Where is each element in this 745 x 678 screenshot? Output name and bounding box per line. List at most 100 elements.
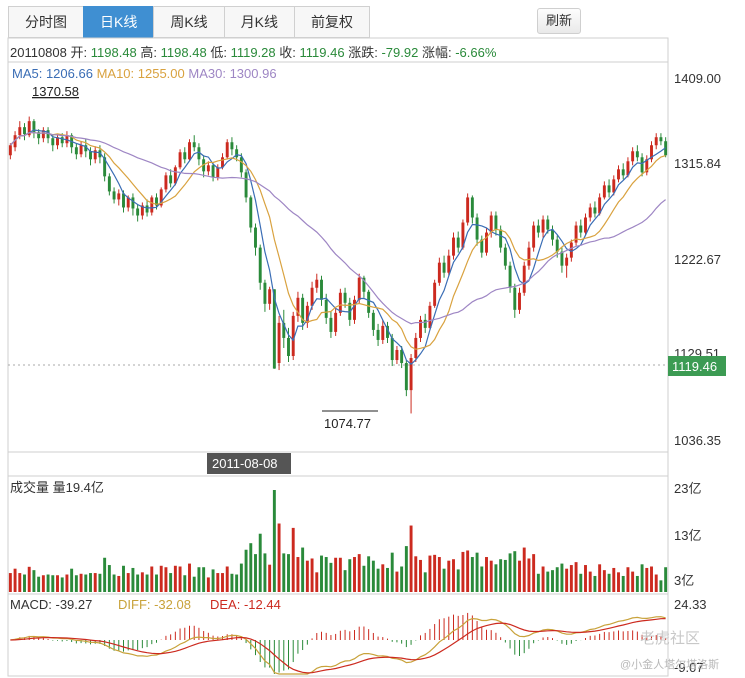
dea-line bbox=[10, 618, 666, 674]
candle-body bbox=[51, 138, 55, 146]
candle-body bbox=[197, 147, 201, 160]
volume-bar bbox=[409, 525, 413, 592]
volume-tick-label: 3亿 bbox=[674, 573, 694, 588]
volume-bar bbox=[103, 557, 107, 592]
candle-body bbox=[74, 147, 78, 155]
volume-bar bbox=[230, 573, 234, 592]
candle-body bbox=[305, 305, 309, 323]
candle-body bbox=[183, 152, 187, 160]
candle-body bbox=[18, 127, 22, 136]
volume-bar bbox=[13, 568, 17, 592]
candle-body bbox=[428, 305, 432, 328]
volume-bar bbox=[353, 557, 356, 592]
volume-bar bbox=[32, 570, 36, 592]
volume-bar bbox=[51, 575, 55, 592]
candle-body bbox=[518, 292, 521, 310]
volume-bar bbox=[89, 573, 92, 592]
candle-body bbox=[602, 185, 606, 198]
volume-bar bbox=[178, 566, 182, 592]
candle-body bbox=[216, 167, 220, 178]
candle-body bbox=[164, 175, 168, 190]
tab-daily-k[interactable]: 日K线 bbox=[83, 6, 154, 38]
volume-bar bbox=[654, 574, 658, 592]
tab-intraday[interactable]: 分时图 bbox=[8, 6, 83, 38]
info-close-label: 收: bbox=[279, 45, 296, 60]
refresh-button[interactable]: 刷新 bbox=[537, 8, 582, 34]
candle-body bbox=[296, 297, 300, 316]
ma10-legend: MA10: 1255.00 bbox=[96, 66, 185, 81]
candle-body bbox=[390, 337, 394, 361]
volume-bar bbox=[197, 567, 201, 592]
candle-body bbox=[654, 137, 658, 146]
candle-body bbox=[612, 179, 616, 193]
current-price-tag bbox=[668, 356, 726, 376]
volume-bar bbox=[334, 557, 338, 592]
volume-bar bbox=[456, 569, 460, 592]
candle-body bbox=[98, 150, 102, 158]
macd-tick-bottom: -9.07 bbox=[674, 660, 704, 675]
candle-body bbox=[8, 145, 12, 156]
candle-body bbox=[442, 262, 446, 273]
candle-body bbox=[84, 145, 88, 152]
volume-bar bbox=[348, 559, 352, 592]
volume-bar bbox=[475, 552, 479, 592]
volume-bar bbox=[126, 573, 130, 592]
volume-bar bbox=[343, 570, 347, 592]
candle-body bbox=[461, 222, 465, 248]
candle-body bbox=[310, 287, 314, 306]
volume-bar bbox=[428, 555, 432, 592]
candle-body bbox=[230, 142, 234, 150]
candle-body bbox=[93, 150, 97, 160]
ma-legend: MA5: 1206.66 MA10: 1255.00 MA30: 1300.96 bbox=[12, 66, 277, 81]
max-price-label: 1370.58 bbox=[32, 84, 79, 99]
candle-body bbox=[607, 185, 611, 193]
volume-bar bbox=[579, 573, 583, 592]
price-tick-label: 1222.67 bbox=[674, 252, 721, 267]
tab-monthly-k[interactable]: 月K线 bbox=[223, 6, 295, 38]
candle-body bbox=[239, 157, 243, 173]
ma5-legend: MA5: 1206.66 bbox=[12, 66, 93, 81]
volume-bar bbox=[588, 571, 592, 592]
volume-bar bbox=[404, 546, 408, 592]
candle-body bbox=[23, 127, 26, 135]
volume-bar bbox=[494, 564, 498, 592]
volume-bar bbox=[79, 573, 83, 592]
candle-body bbox=[551, 229, 554, 240]
candle-body bbox=[621, 169, 625, 176]
volume-bar bbox=[574, 562, 578, 592]
candle-body bbox=[173, 167, 177, 184]
candle-body bbox=[579, 225, 583, 233]
macd-label: MACD: -39.27 bbox=[10, 597, 92, 612]
volume-bar bbox=[60, 577, 64, 592]
volume-bar bbox=[381, 564, 385, 592]
tab-forward-adjust[interactable]: 前复权 bbox=[294, 6, 371, 38]
candle-body bbox=[522, 265, 526, 293]
tab-weekly-k[interactable]: 周K线 bbox=[153, 6, 224, 38]
volume-bar bbox=[202, 567, 206, 592]
candle-body bbox=[381, 325, 385, 340]
candle-body bbox=[112, 191, 116, 200]
volume-bar bbox=[272, 490, 276, 592]
volume-bar bbox=[112, 574, 116, 592]
info-high: 1198.48 bbox=[160, 45, 207, 60]
info-open-label: 开: bbox=[70, 45, 88, 60]
volume-bar bbox=[442, 568, 446, 592]
dea-label: DEA: -12.44 bbox=[210, 597, 281, 612]
candle-body bbox=[376, 329, 380, 340]
volume-bar bbox=[249, 543, 253, 592]
candle-body bbox=[645, 159, 649, 173]
info-change-label: 涨跌: bbox=[348, 45, 378, 60]
volume-bar bbox=[602, 570, 606, 592]
volume-bar bbox=[461, 551, 465, 592]
current-price-value: 1119.46 bbox=[672, 359, 717, 374]
ohlc-info-bar: 20110808 开: 1198.48 高: 1198.48 低: 1119.2… bbox=[10, 42, 496, 61]
candle-body bbox=[466, 197, 470, 223]
volume-bar bbox=[145, 574, 149, 592]
volume-bar bbox=[626, 567, 630, 592]
candle-body bbox=[338, 292, 342, 313]
candle-body bbox=[145, 205, 149, 213]
candle-body bbox=[565, 257, 569, 266]
volume-bar bbox=[258, 533, 262, 592]
watermark-logo: 老虎社区 bbox=[640, 630, 701, 647]
candle-body bbox=[395, 349, 399, 361]
